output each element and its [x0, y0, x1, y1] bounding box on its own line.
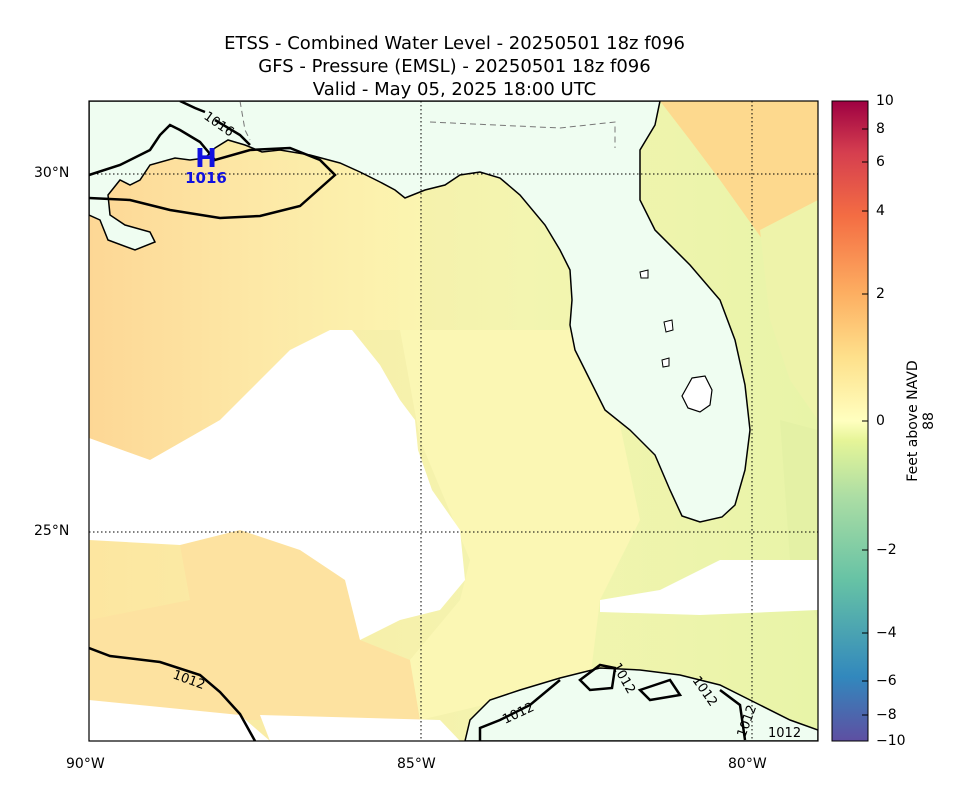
gulf-water-level	[89, 160, 420, 460]
colorbar-title: Feet above NAVD 88	[905, 360, 937, 482]
colorbar-tick-label: 4	[876, 203, 885, 219]
colorbar-tick-label: −2	[876, 542, 897, 558]
lake-okeechobee	[681, 375, 713, 413]
state-boundaries	[239, 101, 616, 148]
lon-label-85w: 85°W	[397, 756, 436, 772]
colorbar-tick-label: 2	[876, 286, 885, 302]
lake	[663, 319, 674, 333]
lake	[639, 269, 649, 279]
lat-label-25n: 25°N	[34, 523, 70, 539]
isobar-1016-north	[179, 101, 251, 146]
colorbar-tick-label: 8	[876, 121, 885, 137]
high-pressure-symbol: H	[195, 144, 217, 174]
south-gulf-water-level	[89, 530, 420, 720]
isobar-1012-loop	[578, 663, 617, 692]
colorbar-tick-label: 0	[876, 413, 885, 429]
isobar-1012-east	[719, 689, 747, 741]
lake	[661, 357, 670, 368]
central-water-level	[400, 330, 640, 720]
colorbar-tick-label: −6	[876, 673, 897, 689]
lat-label-30n: 30°N	[34, 165, 70, 181]
lon-label-90w: 90°W	[66, 756, 105, 772]
no-data-region-s	[260, 715, 460, 741]
florida-gulf-coast-land	[89, 101, 751, 523]
no-data-region-sw	[89, 700, 270, 741]
isobar-1012-cuba	[478, 679, 561, 741]
no-data-region	[89, 330, 465, 640]
isobar-1012-west	[89, 646, 257, 741]
no-data-strait	[600, 560, 818, 615]
colorbar-tick-label: 10	[876, 93, 894, 109]
chart-subtitle: GFS - Pressure (EMSL) - 20250501 18z f09…	[258, 56, 651, 77]
isobar-1012-loop2	[637, 678, 683, 702]
colorbar-tick-label: −4	[876, 625, 897, 641]
isobar-label: 1012	[768, 726, 801, 741]
lon-label-80w: 80°W	[728, 756, 767, 772]
colorbar-tick-label: 6	[876, 154, 885, 170]
high-pressure-value: 1016	[185, 169, 227, 187]
valid-time: Valid - May 05, 2025 18:00 UTC	[312, 79, 597, 100]
chart-title: ETSS - Combined Water Level - 20250501 1…	[224, 33, 685, 54]
colorbar-tick-label: −8	[876, 707, 897, 723]
atlantic-east-water-level	[760, 200, 818, 420]
colorbar-ticks	[862, 100, 868, 742]
colorbar-tick-label: −10	[876, 733, 906, 749]
isobar-1016	[89, 123, 337, 220]
map-frame	[88, 100, 819, 742]
